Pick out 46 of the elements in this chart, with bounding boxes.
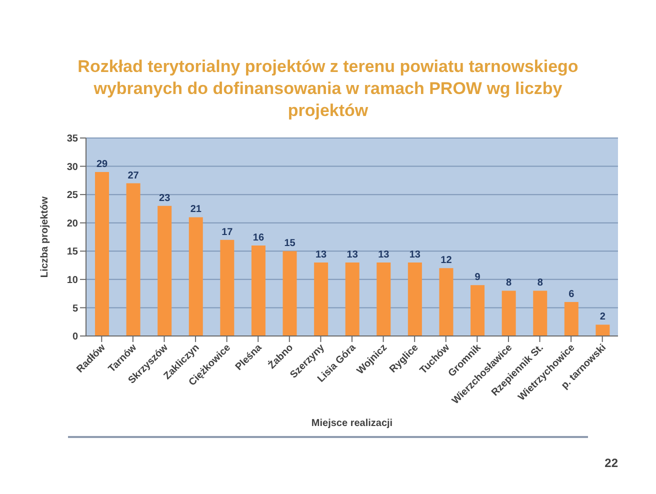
data-label: 29 [96, 158, 108, 170]
y-tick-label: 10 [66, 274, 78, 286]
y-tick-label: 25 [66, 190, 78, 202]
y-tick-label: 5 [72, 303, 78, 314]
bar [596, 324, 610, 336]
data-label: 13 [409, 249, 421, 260]
bar [439, 268, 454, 336]
bar [376, 262, 391, 336]
bar [158, 206, 172, 336]
data-label: 9 [474, 272, 481, 284]
data-label: 6 [568, 289, 575, 300]
bar [188, 217, 203, 336]
bar [314, 262, 328, 336]
bar [564, 302, 578, 336]
chart-title: Rozkład terytorialny projektów z terenu powiatu tarnowskiego wybranych do dofinansowania w ramach PROW wg liczby projektów [76, 56, 580, 122]
bar [502, 290, 516, 336]
x-axis-title: Miejsce realizacji [311, 418, 393, 429]
data-label: 13 [378, 249, 390, 260]
data-label: 27 [128, 170, 140, 182]
y-tick-label: 0 [72, 332, 78, 343]
data-label: 8 [537, 278, 544, 289]
y-axis-title: Liczba projektów [40, 196, 51, 278]
data-label: 23 [159, 192, 171, 204]
y-tick-label: 20 [66, 218, 78, 230]
data-label: 13 [315, 249, 328, 260]
text: 22 [604, 456, 618, 470]
data-label: 21 [190, 204, 202, 216]
bar [126, 183, 140, 336]
bar [470, 285, 485, 336]
bar [345, 262, 360, 336]
data-label: 16 [252, 232, 264, 244]
bar [251, 245, 266, 336]
data-label: 2 [600, 312, 606, 323]
data-label: 12 [440, 255, 452, 266]
y-tick-label: 15 [66, 246, 78, 258]
bar [220, 240, 234, 336]
bar [95, 172, 109, 336]
y-tick-label: 35 [66, 134, 78, 145]
data-label: 17 [222, 226, 234, 238]
data-label: 8 [506, 278, 512, 289]
bar [408, 262, 422, 336]
data-label: 15 [284, 238, 296, 250]
y-tick-label: 30 [66, 162, 78, 173]
data-label: 13 [346, 249, 358, 260]
bar [282, 251, 297, 336]
bar [533, 290, 548, 336]
